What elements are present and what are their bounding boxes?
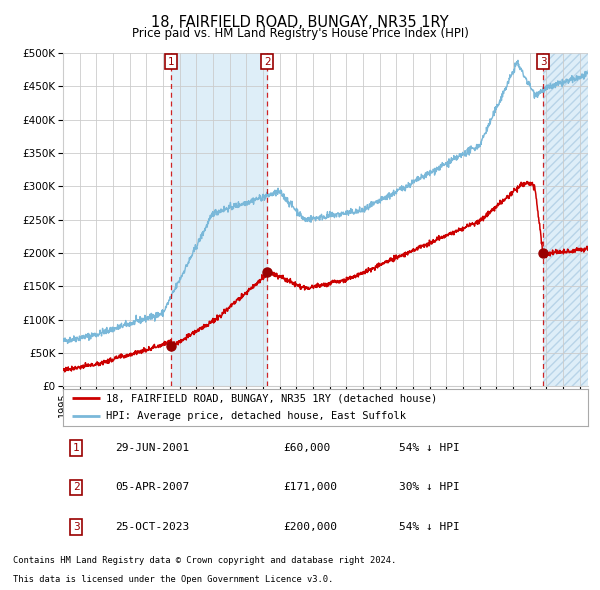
Text: 30% ↓ HPI: 30% ↓ HPI [399, 483, 460, 492]
Text: 29-JUN-2001: 29-JUN-2001 [115, 443, 190, 453]
Text: £171,000: £171,000 [284, 483, 337, 492]
Text: Contains HM Land Registry data © Crown copyright and database right 2024.: Contains HM Land Registry data © Crown c… [13, 556, 397, 565]
Text: 54% ↓ HPI: 54% ↓ HPI [399, 522, 460, 532]
Text: Price paid vs. HM Land Registry's House Price Index (HPI): Price paid vs. HM Land Registry's House … [131, 27, 469, 40]
Text: HPI: Average price, detached house, East Suffolk: HPI: Average price, detached house, East… [106, 411, 406, 421]
Text: 54% ↓ HPI: 54% ↓ HPI [399, 443, 460, 453]
Text: 18, FAIRFIELD ROAD, BUNGAY, NR35 1RY: 18, FAIRFIELD ROAD, BUNGAY, NR35 1RY [151, 15, 449, 30]
Text: 1: 1 [73, 443, 79, 453]
Text: £200,000: £200,000 [284, 522, 337, 532]
Text: 3: 3 [73, 522, 79, 532]
Text: 1: 1 [168, 57, 175, 67]
Text: 05-APR-2007: 05-APR-2007 [115, 483, 190, 492]
Text: 2: 2 [264, 57, 271, 67]
Text: 2: 2 [73, 483, 79, 492]
Text: £60,000: £60,000 [284, 443, 331, 453]
Text: 3: 3 [540, 57, 547, 67]
Text: 18, FAIRFIELD ROAD, BUNGAY, NR35 1RY (detached house): 18, FAIRFIELD ROAD, BUNGAY, NR35 1RY (de… [106, 394, 437, 404]
Bar [171, 53, 268, 386]
Bar [544, 53, 588, 386]
Text: This data is licensed under the Open Government Licence v3.0.: This data is licensed under the Open Gov… [13, 575, 334, 584]
Text: 25-OCT-2023: 25-OCT-2023 [115, 522, 190, 532]
